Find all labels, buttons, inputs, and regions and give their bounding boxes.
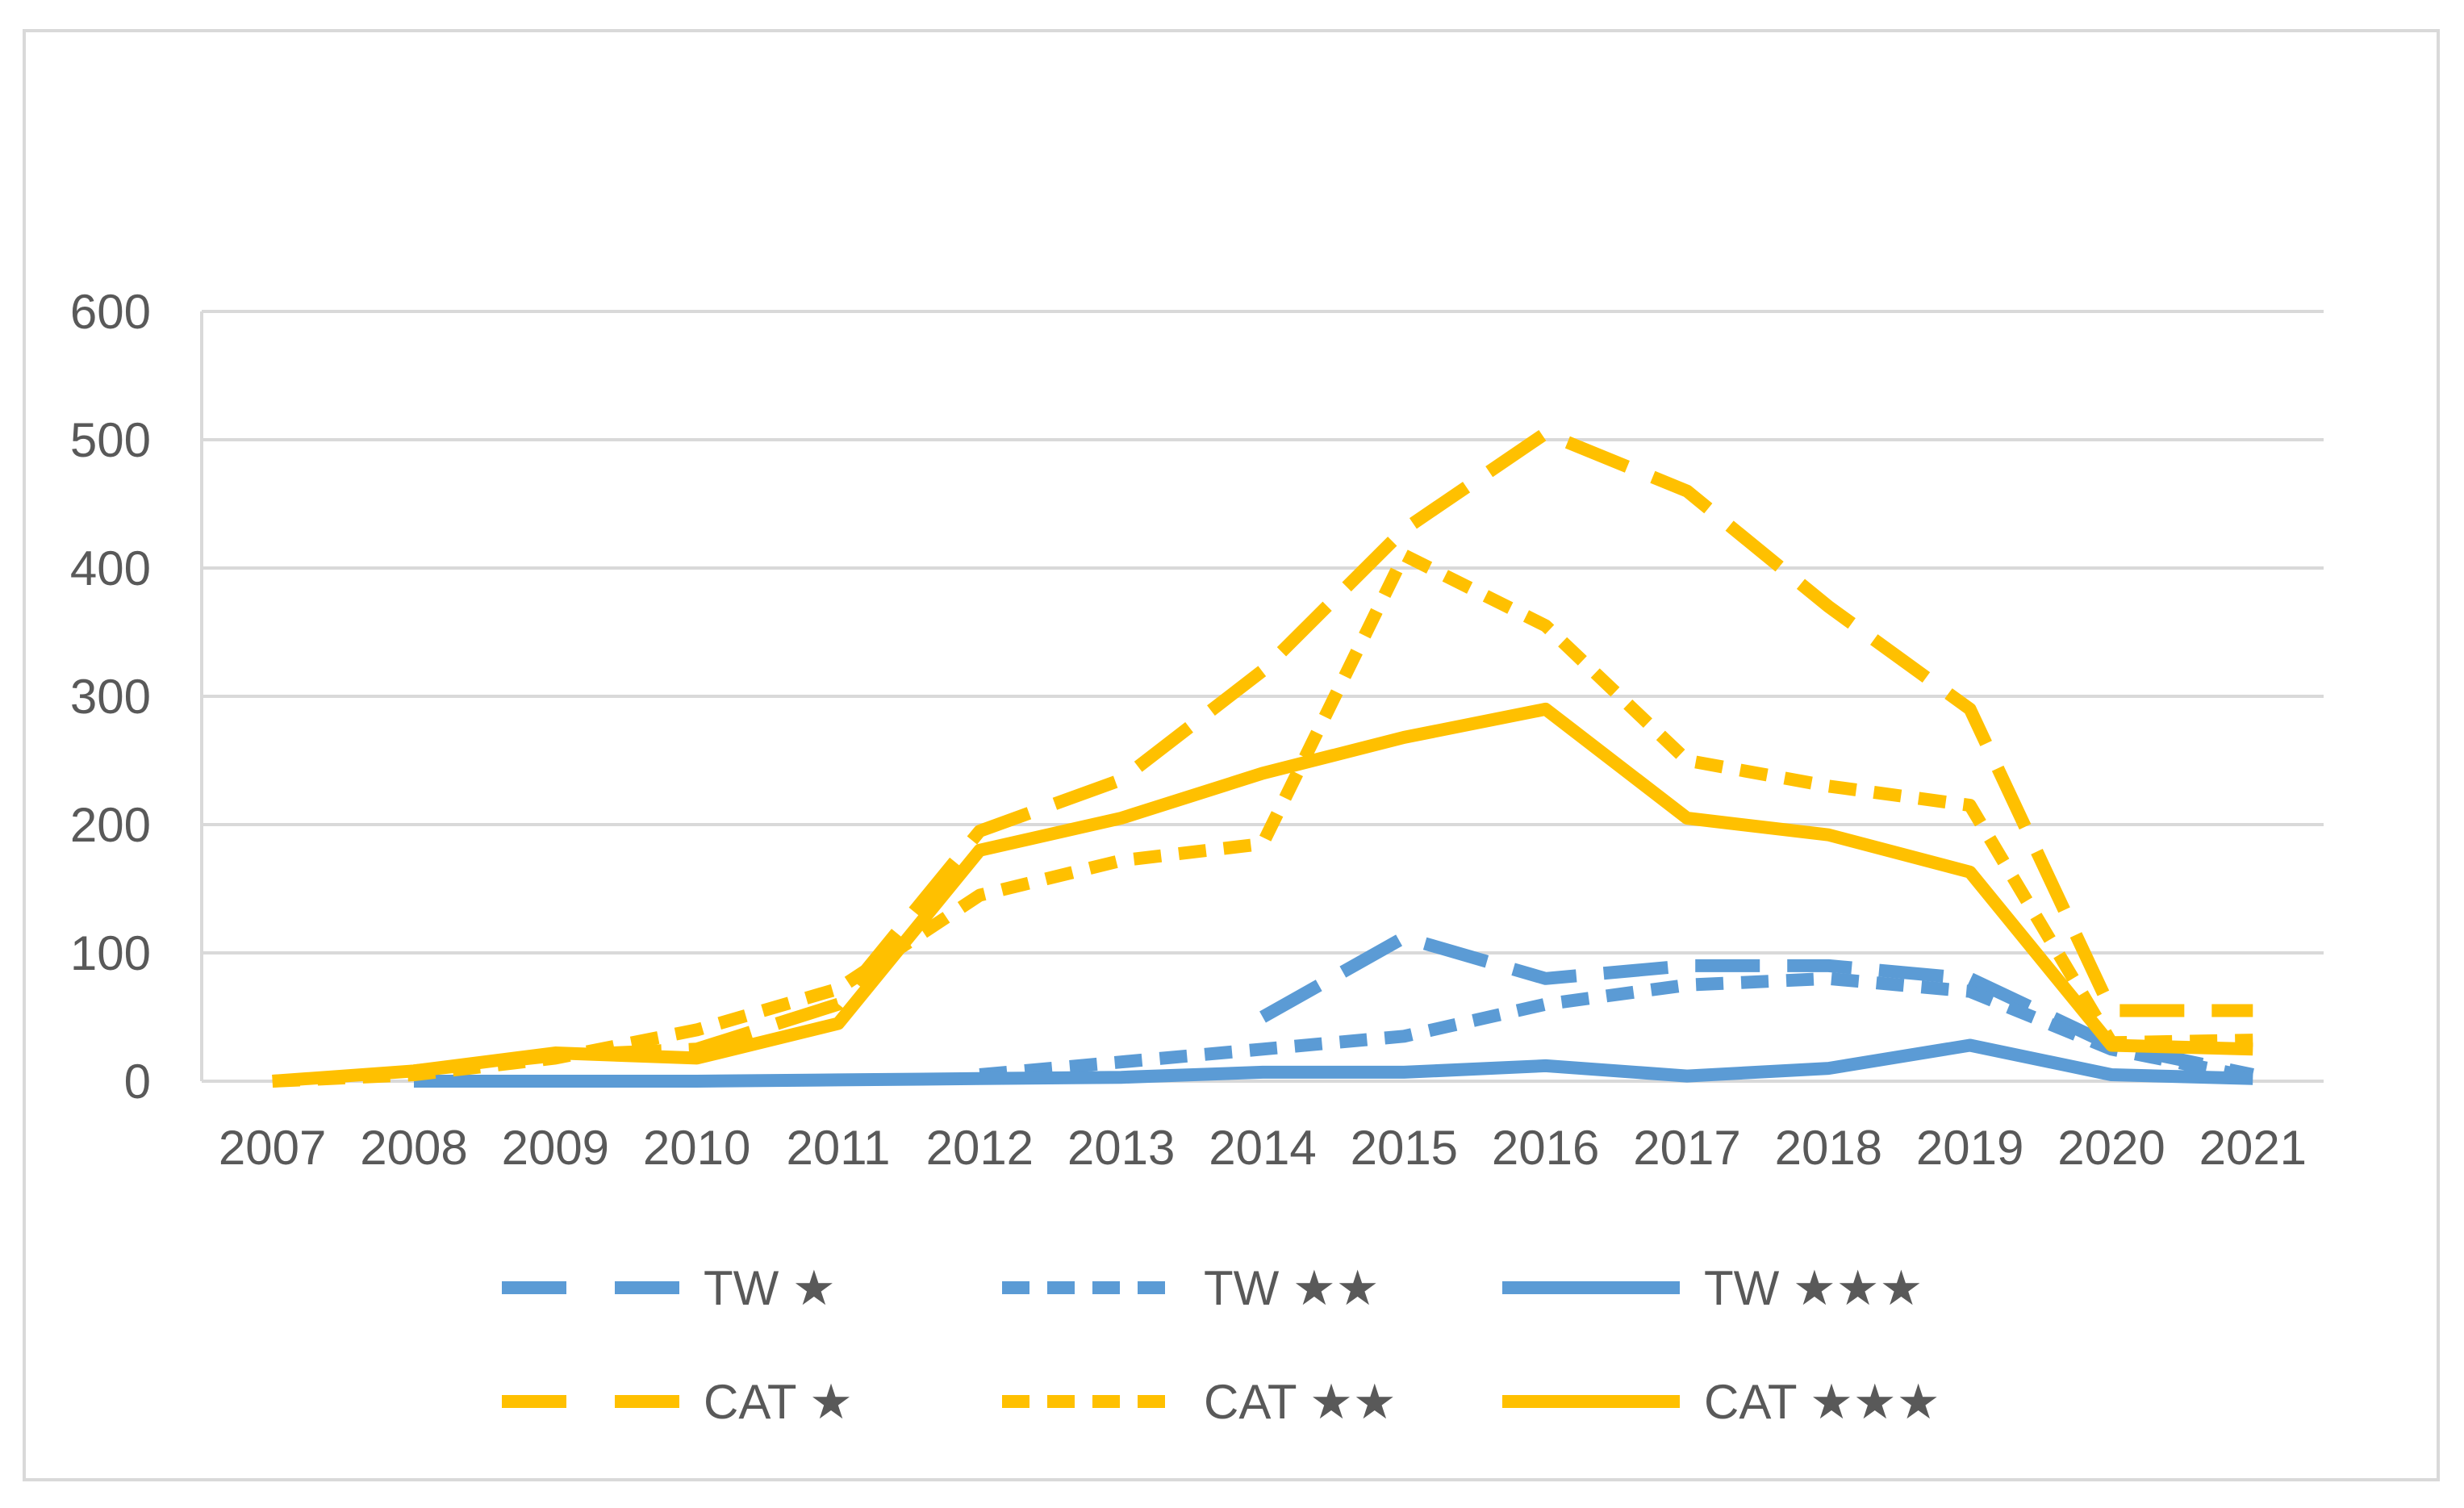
line-chart: 0 100 200 300 400 500 600 2007 2008 2009 2010 2011 2… xyxy=(70,285,2324,1429)
x-tick-label: 2008 xyxy=(360,1121,467,1175)
legend-label-0: TW ★ xyxy=(704,1261,836,1315)
legend-label-2: TW ★★★ xyxy=(1704,1261,1923,1315)
x-tick-label: 2009 xyxy=(502,1121,609,1175)
x-tick-label: 2011 xyxy=(786,1121,890,1175)
series-line-4 xyxy=(272,549,2253,1088)
legend-label-1: TW ★★ xyxy=(1204,1261,1380,1315)
x-tick-label: 2016 xyxy=(1492,1121,1599,1175)
x-tick-label: 2021 xyxy=(2199,1121,2307,1175)
x-tick-label: 2020 xyxy=(2057,1121,2165,1175)
x-tick-label: 2015 xyxy=(1351,1121,1458,1175)
y-tick-label: 300 xyxy=(70,670,151,724)
y-tick-label: 0 xyxy=(124,1055,151,1109)
legend-label-4: CAT ★★ xyxy=(1204,1375,1397,1429)
y-tick-label: 400 xyxy=(70,541,151,595)
x-tick-label: 2017 xyxy=(1633,1121,1740,1175)
series-line-3 xyxy=(413,427,2253,1078)
legend-label-5: CAT ★★★ xyxy=(1704,1375,1940,1429)
x-tick-label: 2007 xyxy=(219,1121,326,1175)
y-tick-label: 500 xyxy=(70,413,151,467)
series-line-0 xyxy=(1259,930,2254,1081)
legend: TW ★ TW ★★ TW ★★★ CAT ★ CAT ★★ CAT ★★★ xyxy=(502,1261,1940,1429)
axes: 0 100 200 300 400 500 600 2007 2008 2009 2010 2011 2… xyxy=(70,285,2324,1175)
y-tick-label: 100 xyxy=(70,926,151,980)
x-tick-label: 2014 xyxy=(1209,1121,1316,1175)
x-tick-label: 2010 xyxy=(643,1121,750,1175)
chart-frame: 0 100 200 300 400 500 600 2007 2008 2009 2010 2011 2… xyxy=(23,29,2440,1481)
grid xyxy=(202,310,2324,955)
series-line-5 xyxy=(272,702,2253,1088)
legend-label-3: CAT ★ xyxy=(704,1375,853,1429)
x-tick-label: 2019 xyxy=(1916,1121,2023,1175)
series-line-2 xyxy=(414,1038,2253,1088)
series-lines xyxy=(272,427,2254,1088)
series-line-1 xyxy=(979,971,2254,1084)
x-tick-label: 2018 xyxy=(1775,1121,1882,1175)
y-tick-label: 600 xyxy=(70,285,151,339)
x-tick-label: 2013 xyxy=(1067,1121,1175,1175)
y-tick-label: 200 xyxy=(70,798,151,852)
x-tick-label: 2012 xyxy=(926,1121,1034,1175)
